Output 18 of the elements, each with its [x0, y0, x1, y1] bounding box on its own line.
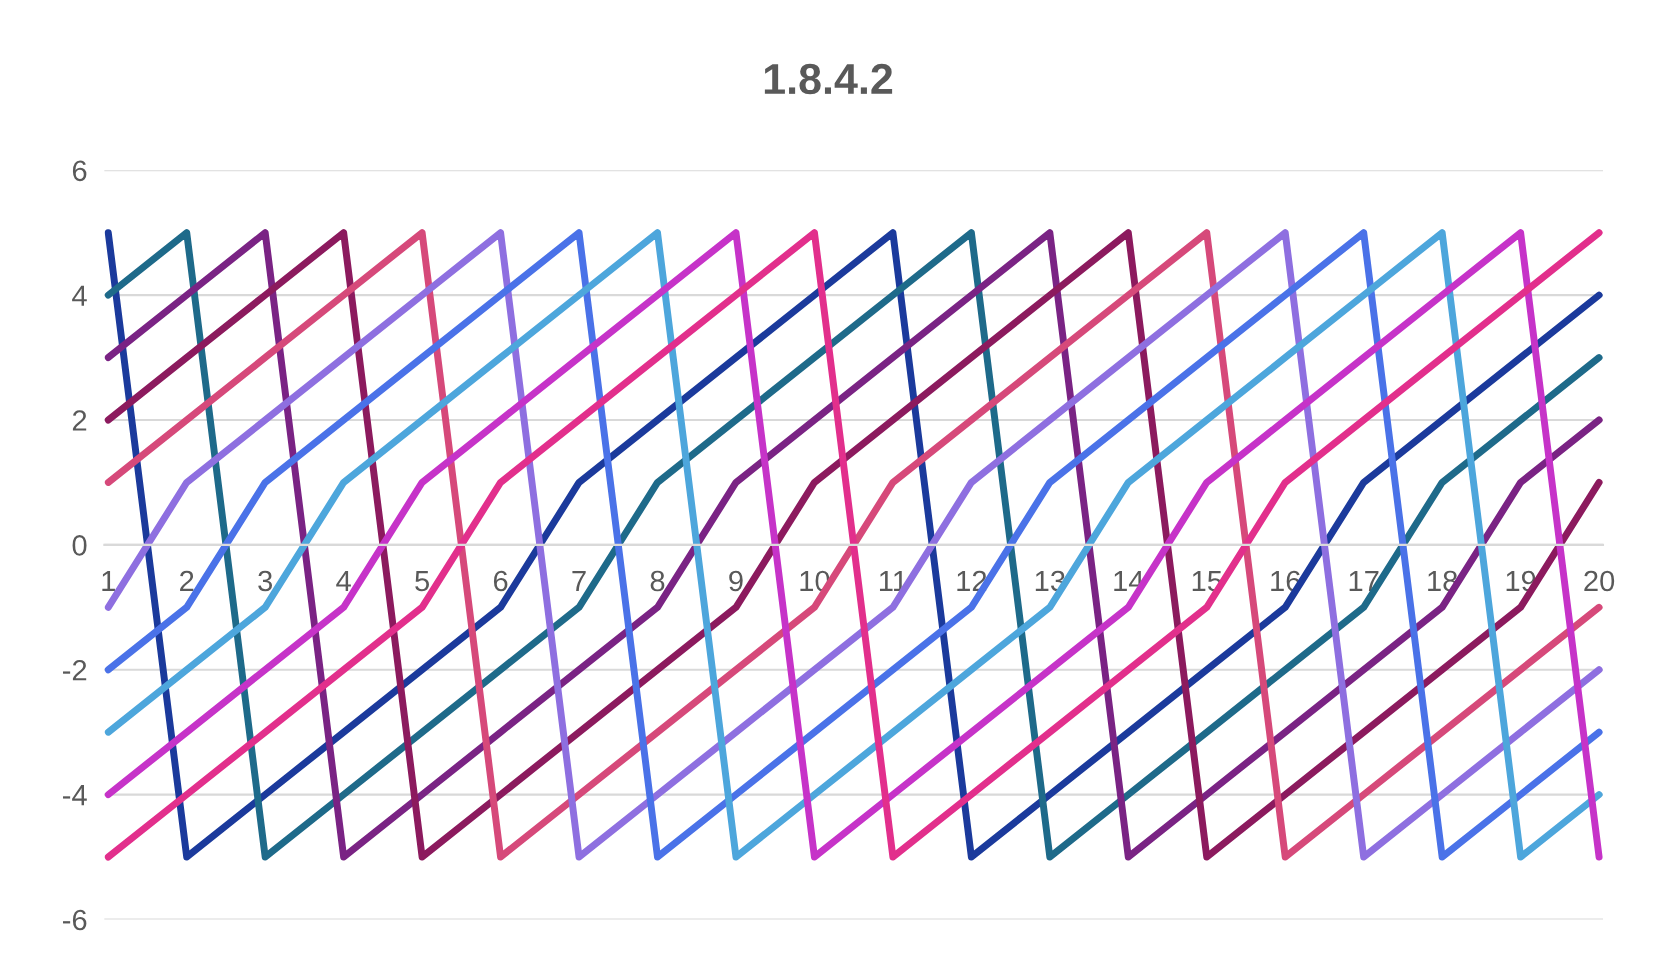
x-tick-label: 9 [729, 570, 743, 592]
x-tick-label: 6 [493, 570, 508, 592]
y-tick-label: 4 [72, 285, 87, 306]
y-tick-label: 0 [72, 535, 87, 556]
x-tick-label: 1 [102, 570, 115, 592]
y-tick-label: -6 [63, 909, 87, 931]
x-tick-label: 3 [258, 570, 273, 592]
x-tick-label: 7 [572, 570, 586, 592]
x-tick-label: 20 [1584, 570, 1615, 592]
y-tick-label: 2 [72, 410, 87, 431]
chart-title: 1.8.4.2 [764, 63, 893, 95]
y-tick-label: 6 [72, 160, 87, 182]
y-tick-label: -2 [63, 659, 87, 681]
x-tick-label: 5 [415, 570, 429, 592]
x-tick-label: 2 [180, 570, 194, 592]
x-tick-label: 4 [336, 570, 351, 592]
x-tick-label: 8 [650, 570, 665, 592]
y-tick-label: -4 [63, 785, 87, 806]
